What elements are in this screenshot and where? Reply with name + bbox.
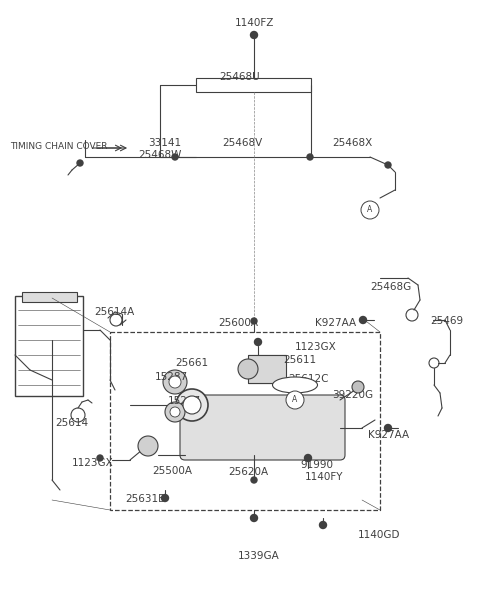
Text: 25612C: 25612C [288,374,328,384]
Text: 25468U: 25468U [220,72,260,82]
Circle shape [238,359,258,379]
Circle shape [385,162,391,168]
FancyBboxPatch shape [180,395,345,460]
Text: 1140FZ: 1140FZ [234,18,274,28]
Bar [248,355,286,383]
Text: 25614: 25614 [55,418,88,428]
Circle shape [352,381,364,393]
Bar [22,292,77,302]
Text: 25600A: 25600A [218,318,258,328]
Circle shape [169,376,181,388]
Text: 1123GX: 1123GX [72,458,114,468]
Text: 33141: 33141 [148,138,181,148]
Circle shape [304,455,312,461]
Bar [110,332,380,510]
Text: 25468G: 25468G [370,282,411,292]
Circle shape [183,396,201,414]
Circle shape [251,477,257,483]
Text: K927AA: K927AA [368,430,409,440]
Circle shape [172,154,178,160]
Text: 25468W: 25468W [138,150,181,160]
Text: 25620A: 25620A [228,467,268,477]
Circle shape [254,339,262,345]
Text: 25468V: 25468V [222,138,262,148]
Circle shape [161,495,168,501]
Text: 25611: 25611 [283,355,316,365]
Text: 15287: 15287 [168,396,201,406]
Text: 1140FY: 1140FY [305,472,344,482]
Circle shape [170,407,180,417]
Text: A: A [367,206,372,214]
Circle shape [251,318,257,324]
Bar [196,78,311,92]
Text: 91990: 91990 [300,460,333,470]
Text: 1339GA: 1339GA [238,551,280,561]
Text: K927AA: K927AA [315,318,356,328]
Circle shape [97,455,103,461]
Circle shape [320,521,326,529]
Text: 25661: 25661 [175,358,208,368]
Circle shape [361,201,379,219]
Text: 15287: 15287 [155,372,188,382]
Text: 25631B: 25631B [125,494,165,504]
Circle shape [307,154,313,160]
Text: 25468X: 25468X [332,138,372,148]
Text: A: A [292,396,298,404]
Circle shape [163,370,187,394]
Circle shape [165,402,185,422]
Text: 1140GD: 1140GD [358,530,400,540]
Text: 39220G: 39220G [332,390,373,400]
Circle shape [176,389,208,421]
Circle shape [384,424,392,432]
Text: 1123GX: 1123GX [295,342,337,352]
Text: 25500A: 25500A [152,466,192,476]
Circle shape [251,32,257,38]
Text: 25469: 25469 [430,316,463,326]
Text: 25614A: 25614A [94,307,134,317]
Bar [15,296,83,396]
Circle shape [360,316,367,324]
Text: TIMING CHAIN COVER: TIMING CHAIN COVER [10,142,108,151]
Circle shape [77,160,83,166]
Ellipse shape [273,377,317,393]
Circle shape [286,391,304,409]
Circle shape [251,515,257,521]
Circle shape [138,436,158,456]
